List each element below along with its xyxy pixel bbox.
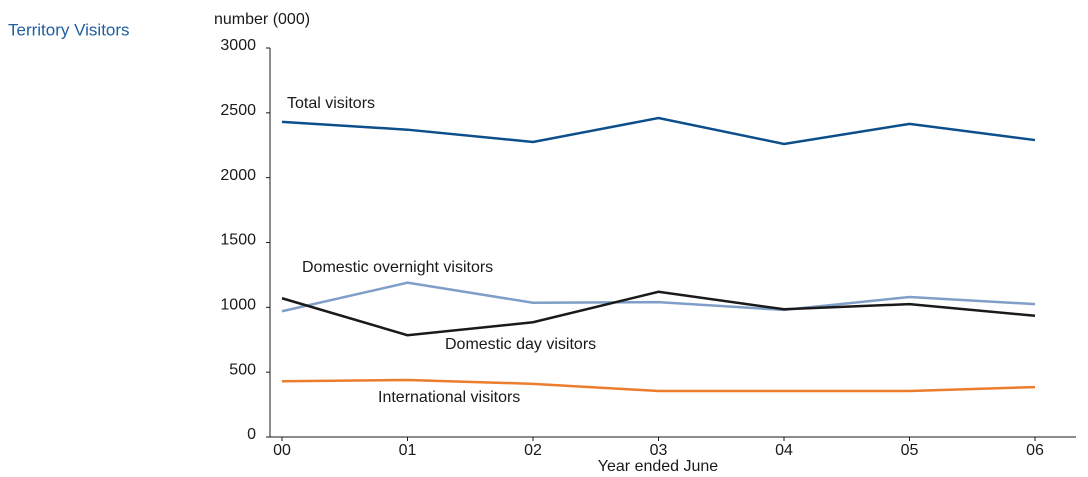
y-tick-label: 2500 (220, 102, 256, 119)
x-tick-label: 06 (1026, 442, 1044, 459)
y-tick-label: 500 (229, 361, 256, 378)
x-tick-label: 03 (650, 442, 668, 459)
series-label: Domestic day visitors (445, 336, 596, 353)
series-line (281, 116, 1036, 146)
series-label: Total visitors (287, 95, 375, 112)
series-label: Domestic overnight visitors (302, 259, 493, 276)
y-axis-label: number (000) (214, 11, 310, 28)
x-tick-label: 01 (399, 442, 417, 459)
x-tick-label: 05 (901, 442, 919, 459)
series-line (281, 378, 1036, 393)
y-tick-label: 0 (247, 426, 256, 443)
series-label: International visitors (378, 389, 520, 406)
y-tick-label: 2000 (220, 167, 256, 184)
y-tick-label: 1500 (220, 232, 256, 249)
x-tick-label: 04 (775, 442, 793, 459)
x-axis-label: Year ended June (598, 458, 719, 475)
series-line (281, 290, 1036, 337)
x-tick-label: 02 (524, 442, 542, 459)
y-tick-label: 1000 (220, 297, 256, 314)
chart-title: Territory Visitors (8, 20, 130, 39)
series-line (281, 281, 1036, 313)
y-tick-label: 3000 (220, 37, 256, 54)
x-tick-label: 00 (273, 442, 291, 459)
